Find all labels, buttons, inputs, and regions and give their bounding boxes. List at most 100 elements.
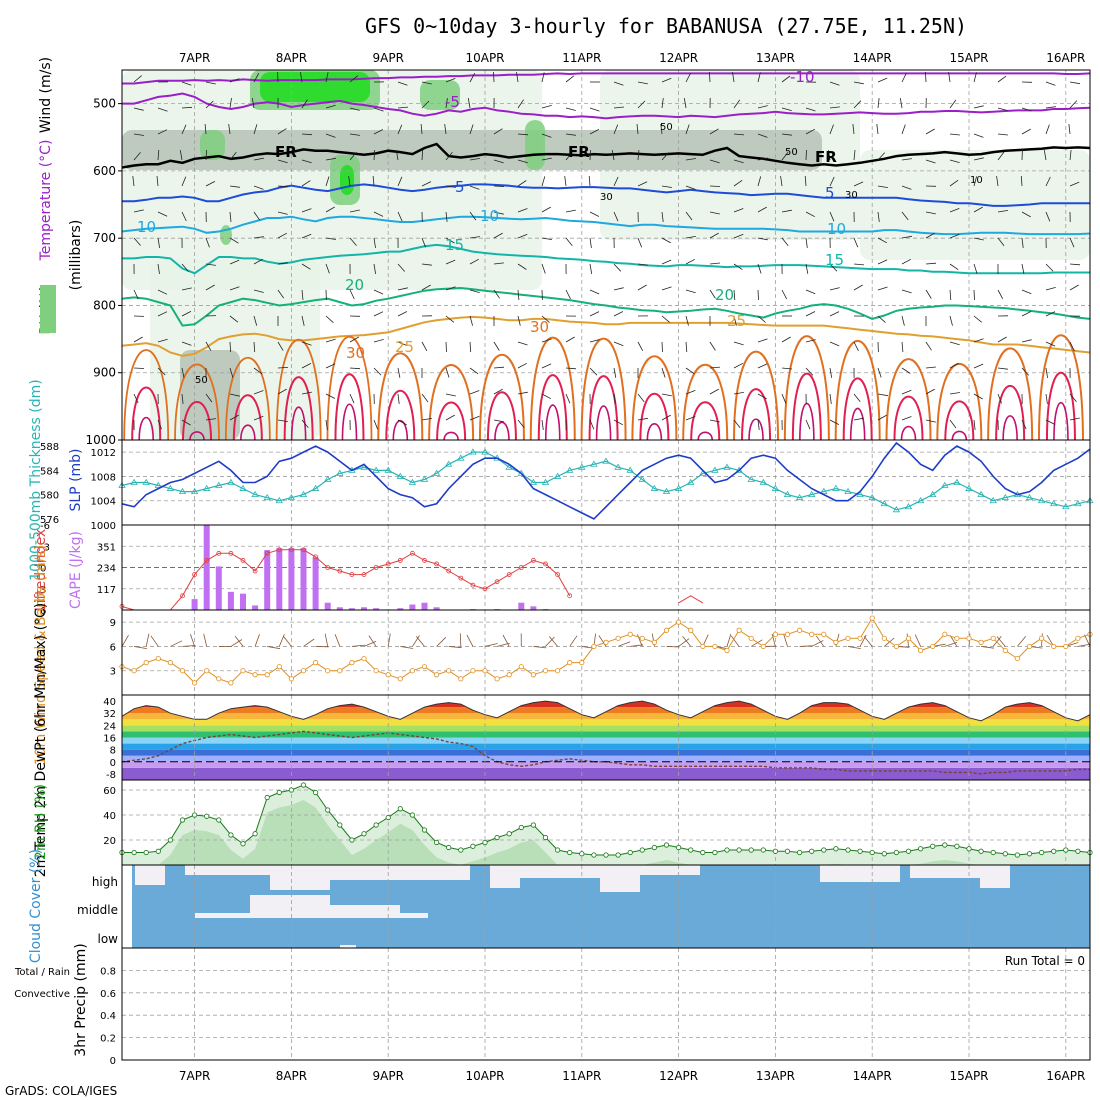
wind-barb xyxy=(1045,124,1050,135)
rh-shading-area xyxy=(525,120,545,170)
temp-band xyxy=(122,755,1090,762)
wind-barb xyxy=(157,211,168,217)
wind-speed-marker xyxy=(179,668,186,674)
wind-barb xyxy=(588,175,591,187)
lifted-index-marker xyxy=(397,558,403,563)
wind-barb xyxy=(949,341,960,346)
cape-bar xyxy=(288,548,295,610)
wind-barb xyxy=(541,363,552,369)
wind-barb xyxy=(412,635,420,647)
wind-barb xyxy=(661,341,663,353)
precip-tick-label: 0.4 xyxy=(100,1011,116,1022)
wind-barb xyxy=(637,237,643,248)
wind-barb xyxy=(799,645,813,647)
wind-barb xyxy=(901,258,911,265)
thickness-marker xyxy=(541,478,550,485)
thickness-line xyxy=(121,451,1091,511)
wind-barb xyxy=(469,211,477,221)
temp-band xyxy=(122,719,1090,726)
temp-tick-label: 24 xyxy=(103,721,116,732)
wind-barb xyxy=(301,159,312,164)
wind-barb xyxy=(372,175,375,187)
wind-barb xyxy=(445,393,456,397)
wind-barb xyxy=(1045,419,1056,425)
wind-barb xyxy=(709,419,720,423)
wind-barb xyxy=(349,209,360,213)
wind-barb xyxy=(757,263,762,274)
wind-speed-marker xyxy=(833,639,839,645)
wind-barb xyxy=(229,341,231,353)
wind-barb xyxy=(253,211,261,221)
contour-label: 5 xyxy=(825,184,835,202)
wind-barb xyxy=(565,75,575,83)
wind-barb xyxy=(997,210,1008,213)
wind-barb xyxy=(637,341,644,351)
wind-barb xyxy=(253,415,264,421)
rh-marker xyxy=(385,814,391,821)
cloud-gap xyxy=(270,865,330,890)
rh-shading-area xyxy=(860,150,1090,260)
wind-barb xyxy=(565,367,577,370)
wind-barb xyxy=(133,152,141,161)
lifted-index-marker xyxy=(288,547,294,553)
wind-barb xyxy=(373,107,384,112)
wind-barb xyxy=(757,176,762,187)
contour-label: 25 xyxy=(727,312,746,330)
wind-barb xyxy=(182,645,196,647)
wind-barb xyxy=(156,175,159,187)
isotherm-loop xyxy=(834,339,881,441)
wind-barb xyxy=(229,185,240,188)
wind-barb xyxy=(805,263,809,274)
wind-barb xyxy=(1043,150,1047,161)
isotherm-line xyxy=(122,72,1091,85)
wind-speed-marker xyxy=(1063,643,1069,650)
isotherm-loop xyxy=(842,377,873,441)
wind-barb xyxy=(541,237,552,240)
wind-barb xyxy=(267,646,281,650)
isotherm-loop xyxy=(224,357,271,441)
wind-barb xyxy=(179,150,183,161)
wind-speed-marker xyxy=(361,655,367,662)
rh-shading-area xyxy=(260,72,370,102)
wind-barb xyxy=(853,263,865,266)
wind-barb xyxy=(277,341,284,351)
thickness-marker xyxy=(565,466,574,473)
wind-barb xyxy=(1069,263,1081,266)
wind-barb xyxy=(733,159,744,164)
isotherm-loop xyxy=(595,405,612,441)
isotherm-loop xyxy=(494,421,510,441)
precip-panel: Run Total = 0 0 0.2 0.4 0.6 0.8 xyxy=(100,947,1091,1067)
date-tick-label: 13APR xyxy=(756,1069,795,1083)
isotherm-loop xyxy=(697,431,714,441)
wind-barb xyxy=(325,393,336,399)
wind-barb xyxy=(925,71,927,83)
wind-barb xyxy=(205,149,207,161)
thickness-marker xyxy=(578,463,586,470)
wind-barb xyxy=(1045,287,1056,291)
wind-barb xyxy=(853,100,862,109)
rh-contour-label: 30 xyxy=(600,192,613,203)
wind-speed-marker xyxy=(712,643,718,650)
wind-barb xyxy=(757,157,768,161)
contour-label: -5 xyxy=(445,93,460,111)
thickness-marker xyxy=(674,484,683,491)
wind-barb xyxy=(973,263,978,274)
wind-barb xyxy=(859,634,867,647)
wind-barb xyxy=(469,341,472,353)
wind-barb xyxy=(469,367,479,375)
isotherm-line xyxy=(122,92,1091,120)
wind-speed-marker xyxy=(651,639,658,645)
temp-band xyxy=(122,737,1090,744)
wind-barb xyxy=(157,129,168,135)
slp-tick-label: 1000 xyxy=(91,521,116,532)
wind-barb xyxy=(829,106,840,109)
contour-label: 15 xyxy=(445,236,464,254)
rh-marker xyxy=(458,847,464,853)
wind-barb xyxy=(876,124,879,135)
thickness-marker xyxy=(299,490,308,498)
wind-speed-marker xyxy=(458,676,464,682)
wind-barb xyxy=(981,646,995,649)
wind-barb xyxy=(1021,311,1032,317)
rh-marker xyxy=(772,848,779,854)
